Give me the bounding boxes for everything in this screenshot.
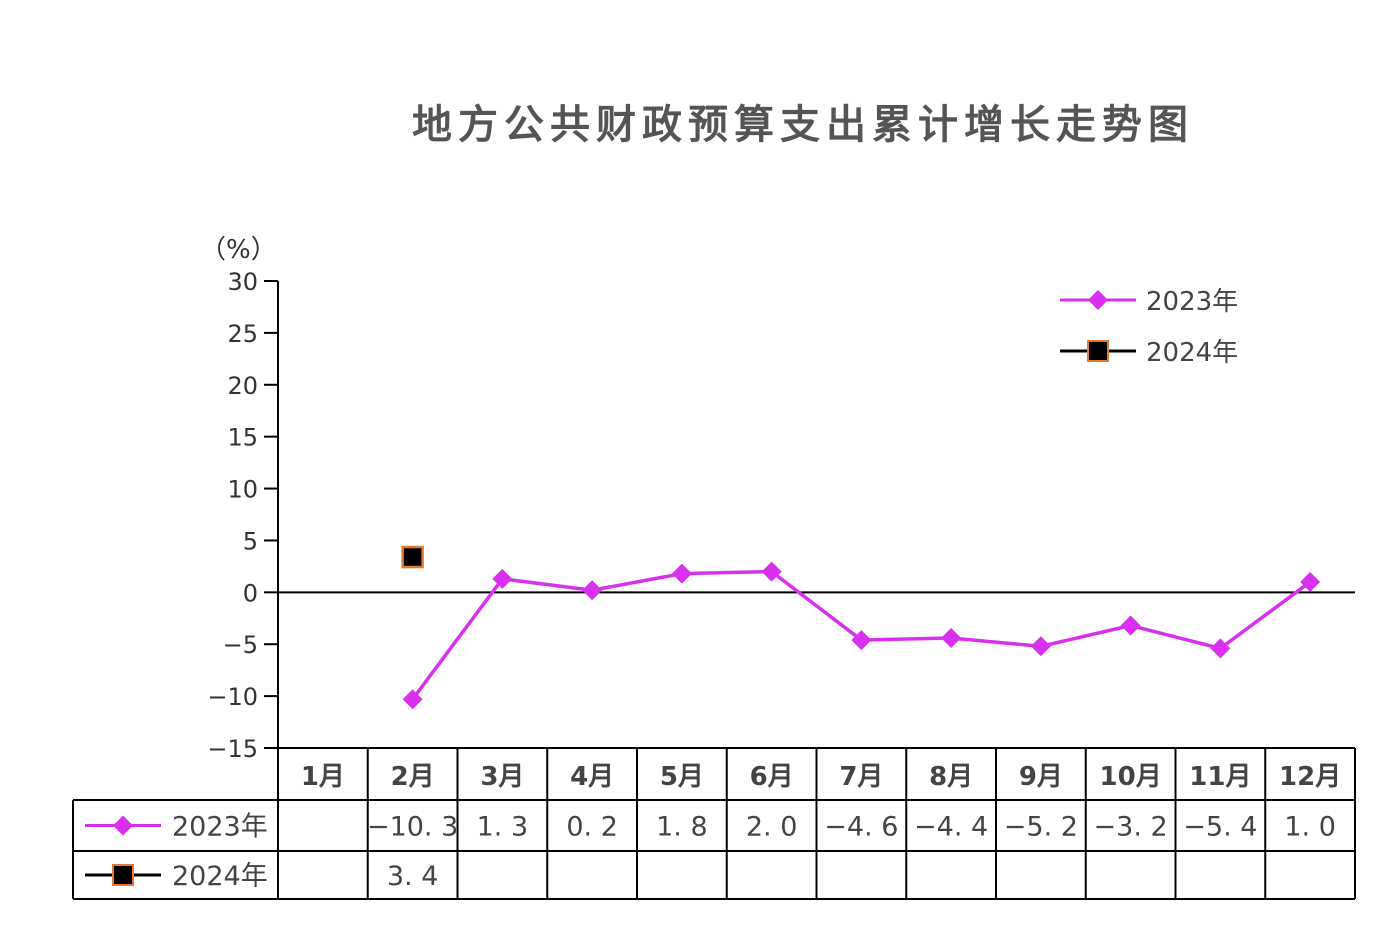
table-cell-value: −4. 6 (824, 812, 898, 843)
data-point (1120, 615, 1141, 636)
month-label: 11月 (1189, 762, 1251, 792)
legend-label: 2024年 (1146, 338, 1238, 368)
table-cell-value: 0. 2 (566, 812, 618, 843)
y-tick-label: 15 (227, 424, 258, 452)
y-tick-label: 10 (227, 476, 258, 504)
series-layer (401, 545, 1321, 710)
data-point (1210, 638, 1231, 659)
legend-label: 2023年 (1146, 287, 1238, 317)
table-key-1-marker (113, 815, 133, 836)
month-label: 2月 (391, 762, 435, 792)
month-label: 7月 (839, 762, 883, 792)
table-key-2-marker (112, 864, 134, 886)
legend-key-2-marker (1087, 340, 1109, 362)
data-point (1030, 636, 1051, 657)
chart-axes: 30 25 20 15 10 5 0 −5 −10 −15 （%） (200, 235, 1355, 763)
chart-title: 地方公共财政预算支出累计增长走势图 (412, 102, 1194, 148)
data-point (402, 689, 423, 710)
month-label: 6月 (750, 762, 794, 792)
month-label: 9月 (1019, 762, 1063, 792)
data-point (582, 580, 603, 601)
data-point (1300, 571, 1321, 592)
month-label: 1月 (301, 762, 345, 792)
legend: 2023年 2024年 (1060, 287, 1238, 368)
y-tick-label: 0 (243, 579, 258, 607)
table-cell-value: 1. 0 (1284, 812, 1336, 843)
table-cell-value: 3. 4 (387, 861, 439, 892)
month-label: 12月 (1279, 762, 1341, 792)
data-point (401, 545, 424, 569)
table-cell-value: 2. 0 (746, 812, 798, 843)
data-table: 1月 2月 3月 4月 5月 6月 7月 8月 9月 10月 11月 12月 2023年 −10. 3 1.… (72, 747, 1356, 900)
y-tick-label: −5 (223, 631, 258, 659)
table-cell-value: 1. 3 (477, 812, 529, 843)
table-row-label: 2024年 (172, 861, 268, 892)
y-tick-label: 30 (227, 268, 258, 296)
month-label: 3月 (480, 762, 524, 792)
data-point (492, 568, 513, 589)
month-label: 8月 (929, 762, 973, 792)
month-label: 5月 (660, 762, 704, 792)
table-cell-value: −3. 2 (1094, 812, 1168, 843)
data-point (761, 561, 782, 582)
y-tick-label: 20 (227, 372, 258, 400)
month-label: 10月 (1100, 762, 1162, 792)
table-row-label: 2023年 (172, 812, 268, 843)
table-cell-value: −4. 4 (914, 812, 988, 843)
month-label: 4月 (570, 762, 614, 792)
table-cell-value: −5. 2 (1004, 812, 1078, 843)
table-cell-value: −5. 4 (1183, 812, 1257, 843)
y-tick-label: 5 (243, 527, 258, 555)
y-axis-unit: （%） (200, 235, 277, 265)
data-point (671, 563, 692, 584)
legend-key-1-marker (1088, 290, 1108, 310)
data-point (941, 627, 962, 648)
y-tick-label: −10 (207, 683, 258, 711)
y-tick-label: −15 (207, 735, 258, 763)
data-point (851, 630, 872, 651)
table-cell-value: 1. 8 (656, 812, 708, 843)
y-tick-label: 25 (227, 320, 258, 348)
table-cell-value: −10. 3 (367, 812, 458, 843)
